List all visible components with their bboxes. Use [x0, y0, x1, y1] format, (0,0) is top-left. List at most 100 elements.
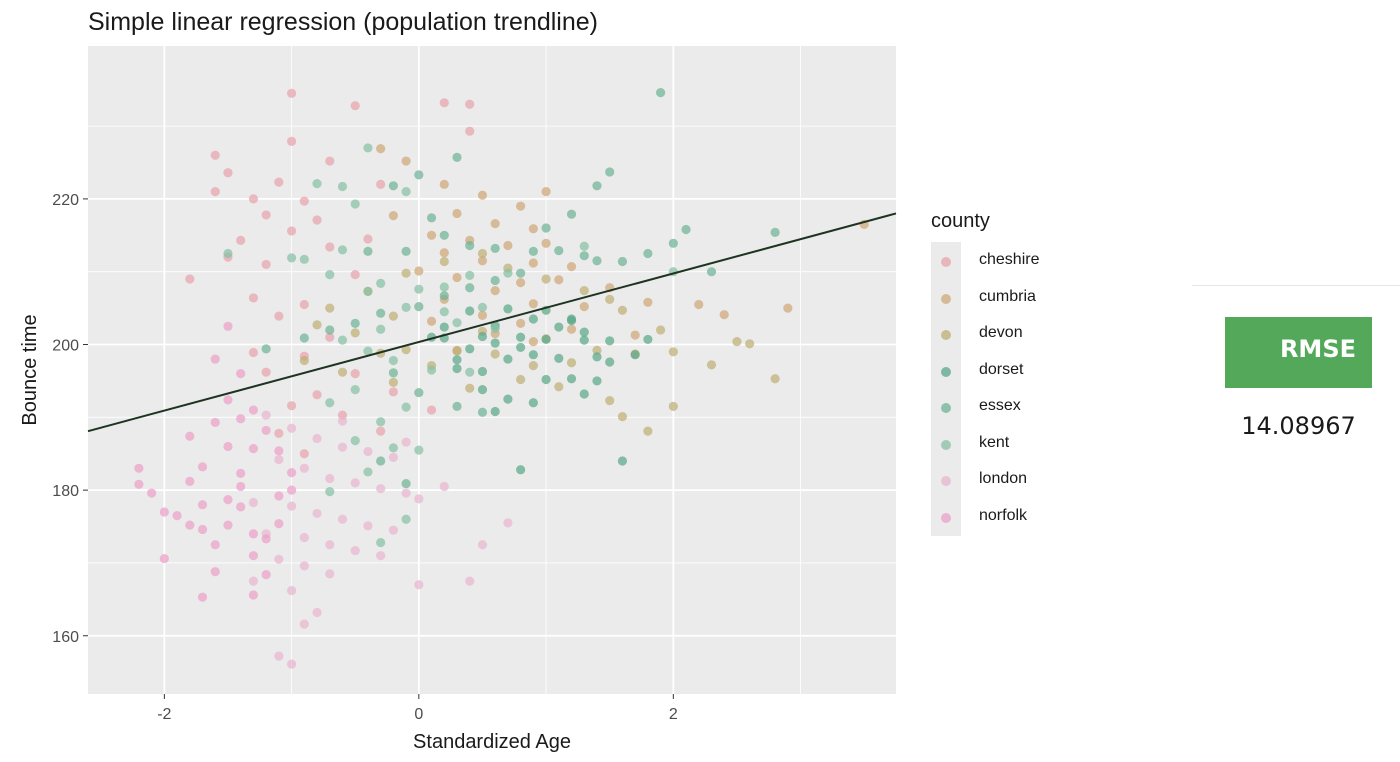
data-point-cheshire: [465, 99, 475, 109]
data-point-norfolk: [197, 592, 208, 602]
legend-key-essex: [941, 403, 951, 413]
data-point-cumbria: [579, 302, 589, 312]
data-point-norfolk: [159, 507, 169, 517]
data-point-essex: [325, 325, 335, 335]
legend-item-norfolk: norfolk: [931, 506, 1111, 530]
data-point-london: [414, 580, 424, 590]
x-tick-label: 0: [414, 706, 423, 723]
data-point-norfolk: [223, 495, 233, 505]
data-point-dorset: [503, 304, 513, 314]
data-point-london: [286, 586, 297, 596]
data-point-london: [325, 473, 335, 484]
data-point-essex: [388, 368, 398, 378]
legend-key-london: [941, 476, 951, 486]
data-point-essex: [566, 209, 577, 219]
data-point-kent: [388, 443, 398, 453]
data-point-london: [325, 540, 335, 550]
data-point-kent: [439, 307, 449, 317]
data-point-devon: [566, 358, 577, 368]
x-tick-label: -2: [157, 706, 171, 723]
data-point-london: [312, 433, 322, 444]
data-point-norfolk: [274, 446, 284, 456]
data-point-devon: [477, 248, 488, 259]
data-point-cumbria: [528, 224, 538, 234]
data-point-london: [248, 497, 259, 508]
data-point-essex: [465, 283, 475, 293]
data-point-norfolk: [274, 491, 284, 501]
data-point-essex: [439, 230, 449, 240]
data-point-cheshire: [248, 194, 259, 204]
data-point-norfolk: [197, 524, 208, 535]
data-point-cheshire: [312, 390, 322, 400]
data-point-kent: [401, 514, 411, 524]
data-point-kent: [363, 143, 373, 153]
x-axis-ticks: -2 0 2: [157, 694, 678, 723]
data-point-essex: [388, 181, 398, 191]
data-point-london: [376, 551, 386, 561]
data-point-kent: [579, 241, 589, 251]
legend-key-cheshire: [941, 257, 951, 267]
data-point-kent: [465, 270, 475, 280]
data-point-essex: [605, 167, 615, 177]
data-point-essex: [617, 256, 628, 267]
data-point-essex: [426, 213, 437, 223]
data-point-essex: [516, 268, 526, 278]
data-point-cheshire: [286, 226, 297, 236]
legend-item-london: london: [931, 469, 1111, 493]
data-point-essex: [490, 275, 500, 286]
data-point-kent: [337, 335, 348, 345]
legend-title: county: [931, 210, 990, 232]
data-point-norfolk: [248, 444, 259, 454]
data-point-norfolk: [236, 502, 246, 512]
data-point-norfolk: [223, 520, 233, 530]
legend-key-dorset: [941, 366, 951, 377]
data-point-dorset: [477, 366, 488, 377]
data-point-essex: [350, 318, 360, 329]
data-point-cheshire: [274, 311, 284, 321]
data-point-london: [337, 442, 348, 452]
data-point-kent: [350, 385, 360, 395]
data-point-cheshire: [286, 88, 297, 98]
data-point-kent: [388, 355, 398, 366]
legend-label: dorset: [979, 360, 1024, 378]
legend-item-dorset: dorset: [931, 360, 1111, 384]
data-point-london: [274, 651, 284, 661]
data-point-london: [312, 607, 322, 618]
data-point-kent: [350, 199, 360, 209]
data-point-devon: [706, 360, 717, 370]
data-point-dorset: [592, 352, 602, 362]
data-point-essex: [770, 227, 780, 237]
data-point-dorset: [554, 353, 564, 363]
data-point-norfolk: [261, 569, 271, 580]
data-point-devon: [605, 395, 615, 406]
data-point-cheshire: [325, 332, 335, 342]
data-point-london: [465, 576, 475, 586]
data-point-norfolk: [261, 534, 271, 544]
data-point-london: [376, 484, 386, 494]
data-point-london: [350, 478, 360, 488]
data-point-london: [274, 554, 284, 564]
y-tick-label: 180: [52, 483, 79, 500]
data-point-cheshire: [388, 387, 398, 397]
data-point-cumbria: [783, 303, 793, 313]
data-point-cumbria: [426, 316, 437, 326]
data-point-cumbria: [490, 286, 500, 296]
data-point-essex: [299, 333, 309, 343]
data-point-norfolk: [248, 551, 259, 561]
data-point-essex: [528, 246, 538, 256]
data-point-essex: [363, 246, 373, 256]
data-point-essex: [452, 401, 462, 412]
data-point-cheshire: [223, 168, 233, 178]
data-point-devon: [655, 325, 666, 335]
data-point-london: [350, 545, 360, 556]
data-point-dorset: [490, 338, 500, 348]
y-tick-label: 160: [52, 629, 79, 646]
data-point-kent: [414, 445, 424, 455]
data-point-devon: [401, 345, 411, 355]
data-point-london: [401, 437, 411, 447]
legend-item-cheshire: cheshire: [931, 250, 1111, 274]
data-point-kent: [325, 486, 335, 497]
data-point-cheshire: [299, 449, 309, 459]
data-point-dorset: [516, 332, 526, 342]
data-point-cumbria: [376, 144, 386, 154]
